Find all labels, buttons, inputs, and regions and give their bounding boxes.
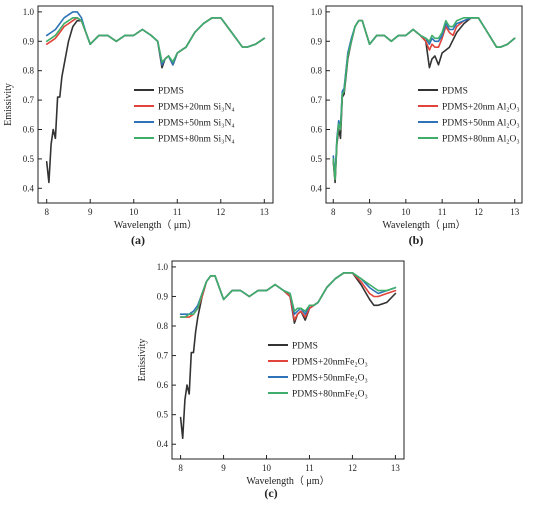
series-line-sample-3 xyxy=(179,271,397,318)
legend-label: PDMS xyxy=(158,87,184,97)
y-tick-label: 0.6 xyxy=(157,380,169,390)
x-tick-label: 10 xyxy=(262,463,272,473)
panel-label: (c) xyxy=(264,486,277,500)
y-tick-label: 0.6 xyxy=(23,124,35,134)
plot-frame xyxy=(37,5,274,204)
legend-label: PDMS+20nmFe₂O₃ xyxy=(292,358,368,368)
x-tick-label: 8 xyxy=(331,207,336,217)
legend: PDMS PDMS+20nmFe₂O₃ PDMS+50nmFe₂O₃ PDMS+80n… xyxy=(268,342,368,400)
y-tick-label: 0.4 xyxy=(311,183,323,193)
x-tick-label: 12 xyxy=(348,463,357,473)
y-tick-label: 0.4 xyxy=(157,439,169,449)
legend-label: PDMS xyxy=(292,342,318,352)
legend-label: PDMS+50nm Al₂O₃ xyxy=(442,119,520,129)
x-tick-label: 10 xyxy=(401,207,411,217)
legend-label: PDMS+80nm Al₂O₃ xyxy=(442,135,520,145)
x-axis-label: Wavelength（ μm） xyxy=(114,219,197,231)
y-tick-label: 0.7 xyxy=(157,351,169,361)
legend: PDMS PDMS+20nm Si₃N₄ PDMS+50nm Si₃N₄ PDMS+8… xyxy=(134,87,235,145)
series-line-pdms xyxy=(332,16,516,184)
y-tick-label: 0.6 xyxy=(311,124,323,134)
series-line-sample-1 xyxy=(332,16,516,181)
x-tick-label: 13 xyxy=(260,207,270,217)
y-tick-label: 1.0 xyxy=(157,262,169,272)
chart-panel-b: 8 9 10 11 12 13 0.4 0.5 0.6 0.7 0.8 0.9 1.0 Wavelengt… xyxy=(311,5,523,247)
y-tick-label: 0.8 xyxy=(311,66,323,76)
plot-frame xyxy=(171,260,405,460)
legend-label: PDMS+20nm Al₂O₃ xyxy=(442,103,520,113)
x-tick-label: 12 xyxy=(216,207,225,217)
x-tick-label: 9 xyxy=(367,207,372,217)
x-tick-label: 13 xyxy=(391,463,401,473)
series-line-sample-2 xyxy=(332,16,516,178)
panel-label: (a) xyxy=(131,233,145,247)
legend-label: PDMS+80nmFe₂O₃ xyxy=(292,390,368,400)
y-tick-label: 0.8 xyxy=(157,321,169,331)
series-line-pdms xyxy=(179,271,397,440)
chart-panel-c: 8 9 10 11 12 13 0.4 0.5 0.6 0.7 0.8 0.9 1.0 Wavelengt… xyxy=(137,260,405,500)
plot-frame xyxy=(325,5,523,204)
y-tick-label: 1.0 xyxy=(23,7,35,17)
x-axis-label: Wavelength（ μm） xyxy=(382,219,465,231)
y-tick-label: 0.8 xyxy=(23,66,35,76)
series-line-pdms xyxy=(45,16,266,184)
x-tick-label: 11 xyxy=(438,207,447,217)
legend-label: PDMS+50nm Si₃N₄ xyxy=(158,119,235,129)
x-axis-label: Wavelength（ μm） xyxy=(246,475,329,487)
y-tick-label: 1.0 xyxy=(311,7,323,17)
legend-label: PDMS+80nm Si₃N₄ xyxy=(158,135,235,145)
x-tick-label: 12 xyxy=(474,207,483,217)
x-tick-label: 8 xyxy=(178,463,183,473)
x-tick-label: 9 xyxy=(88,207,93,217)
series-line-sample-1 xyxy=(45,16,266,66)
legend-label: PDMS xyxy=(442,87,468,97)
y-tick-label: 0.9 xyxy=(157,291,169,301)
y-tick-label: 0.9 xyxy=(23,36,35,46)
chart-panel-a: 8 9 10 11 12 13 0.4 0.5 0.6 0.7 0.8 0.9 1.0 Wavelengt… xyxy=(3,5,274,247)
y-tick-label: 0.5 xyxy=(311,154,323,164)
y-tick-label: 0.7 xyxy=(311,95,323,105)
y-tick-label: 0.7 xyxy=(23,95,35,105)
y-tick-label: 0.5 xyxy=(23,154,35,164)
x-tick-label: 11 xyxy=(305,463,314,473)
y-axis-label: Emissivity xyxy=(137,339,148,382)
x-tick-label: 8 xyxy=(44,207,49,217)
y-axis-label: Emissivity xyxy=(3,83,14,126)
panel-label: (b) xyxy=(409,233,424,247)
series-line-sample-3 xyxy=(45,16,266,63)
legend-label: PDMS+20nm Si₃N₄ xyxy=(158,103,235,113)
series-line-sample-3 xyxy=(332,16,516,181)
x-tick-label: 13 xyxy=(510,207,520,217)
y-tick-label: 0.5 xyxy=(157,410,169,420)
y-tick-label: 0.9 xyxy=(311,36,323,46)
x-tick-label: 10 xyxy=(129,207,139,217)
legend: PDMS PDMS+20nm Al₂O₃ PDMS+50nm Al₂O₃ PDMS+8… xyxy=(418,87,520,145)
legend-label: PDMS+50nmFe₂O₃ xyxy=(292,374,368,384)
x-tick-label: 9 xyxy=(221,463,226,473)
y-tick-label: 0.4 xyxy=(23,183,35,193)
x-tick-label: 11 xyxy=(173,207,182,217)
